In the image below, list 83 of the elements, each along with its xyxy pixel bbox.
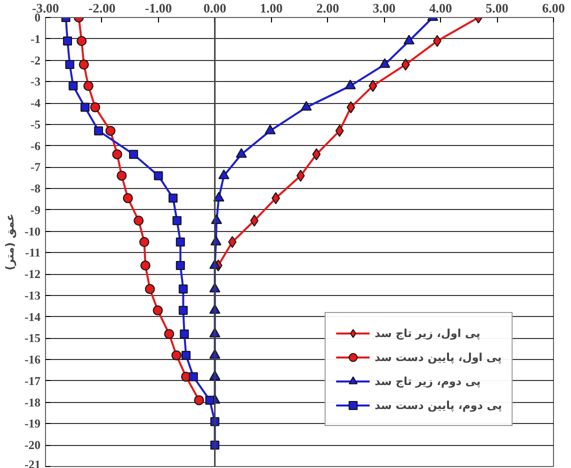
point [236, 148, 247, 158]
point [122, 193, 133, 204]
point [176, 238, 185, 246]
point [90, 102, 100, 112]
x-tick-label: 6.00 [542, 0, 565, 16]
point [180, 329, 189, 338]
point [205, 396, 214, 405]
y-tick-label: -6 [30, 138, 41, 153]
legend-label: پی دوم، زیر تاج سد [374, 374, 481, 388]
x-tick-label: 3.00 [372, 0, 396, 16]
y-tick-label: -12 [24, 267, 41, 282]
point [178, 284, 188, 294]
x-tick-label: 5.00 [486, 0, 508, 16]
x-tick-label: 0.00 [203, 0, 226, 16]
point [335, 124, 344, 137]
y-tick-label: -2 [30, 53, 41, 68]
y-tick-label: -10 [24, 224, 41, 238]
point [134, 216, 144, 226]
point [140, 260, 150, 271]
point [154, 171, 163, 180]
y-tick-label: -13 [24, 288, 41, 302]
x-tick-label: 1.00 [260, 0, 283, 16]
y-tick-label: -20 [24, 438, 41, 452]
point [172, 216, 182, 226]
y-tick-label: -7 [30, 160, 41, 174]
point [300, 101, 312, 111]
y-tick-label: -15 [24, 331, 41, 346]
x-tick-label: 4.00 [429, 0, 452, 16]
point [112, 149, 122, 160]
legend-label: پی اول، زیر تاج سد [374, 326, 480, 340]
point [80, 102, 90, 112]
point [78, 60, 89, 70]
y-tick-label: -11 [25, 246, 41, 260]
x-tick-label: -1.00 [144, 0, 172, 16]
point [312, 148, 321, 160]
point [116, 170, 127, 181]
x-tick-label: -2.00 [88, 0, 116, 16]
point [94, 126, 104, 136]
point [194, 395, 204, 406]
point [164, 328, 174, 339]
point [152, 305, 163, 316]
point [68, 81, 78, 90]
point [213, 192, 224, 202]
x-tick-label: 2.00 [316, 0, 340, 16]
legend-label: پی اول، پایین دست سد [374, 350, 502, 364]
y-tick-label: -19 [24, 416, 41, 431]
y-tick-label: -1 [30, 32, 41, 46]
point [404, 34, 414, 44]
point [228, 236, 236, 248]
point [63, 36, 72, 46]
y-tick-label: -8 [30, 182, 41, 196]
point [76, 36, 87, 46]
y-tick-label: -18 [24, 395, 41, 410]
y-tick-label: -16 [24, 352, 41, 367]
point [176, 261, 185, 270]
point [129, 150, 138, 159]
y-tick-label: -3 [30, 74, 41, 89]
point [344, 80, 356, 90]
point [144, 284, 155, 294]
point [218, 169, 230, 180]
point [346, 101, 356, 114]
point [250, 214, 259, 227]
point [264, 124, 276, 134]
point [368, 80, 378, 92]
point [171, 350, 182, 360]
point [182, 350, 191, 360]
y-tick-label: -17 [24, 374, 41, 388]
point [296, 170, 305, 182]
point [188, 372, 198, 382]
point [379, 58, 390, 68]
point [401, 58, 410, 71]
point [139, 237, 150, 247]
legend-label: پی دوم، پایین دست سد [374, 398, 502, 412]
point [105, 126, 116, 136]
y-tick-label: -14 [24, 310, 41, 324]
y-tick-label: -5 [30, 117, 41, 132]
y-tick-label: -9 [30, 202, 41, 217]
y-tick-label: -4 [30, 96, 41, 110]
point [168, 194, 178, 203]
point [83, 80, 94, 91]
point [178, 306, 188, 315]
y-axis-title: عمق (متر) [4, 214, 17, 270]
point [65, 60, 74, 70]
